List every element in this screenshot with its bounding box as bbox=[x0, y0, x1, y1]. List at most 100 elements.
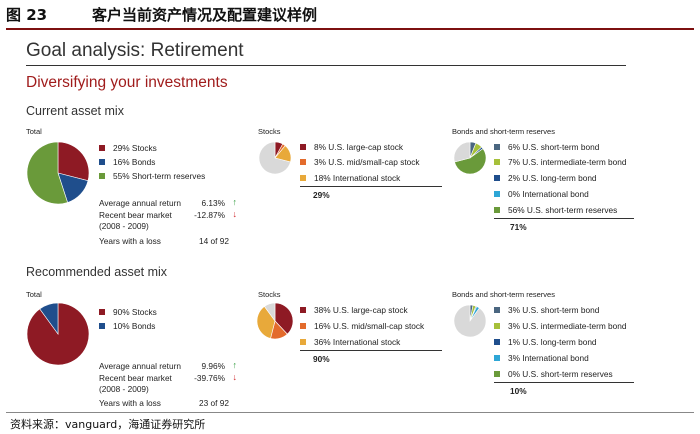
legend-item: 56% U.S. short-term reserves bbox=[494, 204, 617, 216]
legend-label: 29% Stocks bbox=[113, 143, 157, 153]
legend-label: 3% U.S. intermediate-term bond bbox=[508, 321, 627, 331]
stat-value: -12.87% bbox=[194, 210, 225, 220]
legend-label: 38% U.S. large-cap stock bbox=[314, 305, 408, 315]
stat-label: Recent bear market bbox=[99, 373, 172, 383]
legend-swatch bbox=[494, 371, 500, 377]
legend-item: 1% U.S. long-term bond bbox=[494, 336, 597, 348]
current-total-pie bbox=[26, 141, 90, 205]
legend-swatch bbox=[494, 355, 500, 361]
legend-swatch bbox=[494, 207, 500, 213]
legend-swatch bbox=[494, 323, 500, 329]
legend-swatch bbox=[300, 144, 306, 150]
legend-item: 8% U.S. large-cap stock bbox=[300, 141, 403, 153]
pie-slice-remainder bbox=[258, 141, 291, 175]
pie-slice-short-term-reserves bbox=[26, 141, 68, 205]
legend-item: 3% U.S. intermediate-term bond bbox=[494, 320, 627, 332]
legend-label: 55% Short-term reserves bbox=[113, 171, 206, 181]
legend-item: 3% U.S. mid/small-cap stock bbox=[300, 156, 420, 168]
stat-average-return: Average annual return 9.96% ↑ bbox=[99, 360, 239, 373]
current-stocks-label: Stocks bbox=[258, 127, 281, 136]
recommended-stocks-pie bbox=[256, 302, 294, 340]
arrow-up-icon: ↑ bbox=[232, 197, 238, 207]
title-rule bbox=[26, 65, 626, 66]
legend-item: 2% U.S. long-term bond bbox=[494, 172, 597, 184]
legend-swatch bbox=[494, 191, 500, 197]
legend-item: 6% U.S. short-term bond bbox=[494, 141, 599, 153]
main-title: Goal analysis: Retirement bbox=[26, 40, 244, 61]
total-rule bbox=[494, 218, 634, 219]
current-total-label: Total bbox=[26, 127, 42, 136]
legend-item: 3% U.S. short-term bond bbox=[494, 304, 599, 316]
pie-slice-u-s-short-term-reserves bbox=[454, 148, 487, 175]
legend-label: 1% U.S. long-term bond bbox=[508, 337, 597, 347]
legend-label: 3% U.S. mid/small-cap stock bbox=[314, 157, 420, 167]
legend-swatch bbox=[99, 145, 105, 151]
pie-slice-u-s-large-cap-stock bbox=[274, 302, 294, 335]
legend-item: 38% U.S. large-cap stock bbox=[300, 304, 408, 316]
recommended-section-title: Recommended asset mix bbox=[26, 265, 168, 279]
total-rule bbox=[300, 186, 442, 187]
stat-label-sub: (2008 - 2009) bbox=[99, 384, 149, 394]
recommended-total-pie bbox=[26, 302, 90, 366]
legend-label: 16% U.S. mid/small-cap stock bbox=[314, 321, 425, 331]
stat-value: 14 of 92 bbox=[199, 236, 229, 246]
recommended-bonds-label: Bonds and short-term reserves bbox=[452, 290, 555, 299]
current-bonds-label: Bonds and short-term reserves bbox=[452, 127, 555, 136]
legend-item: 0% U.S. short-term reserves bbox=[494, 368, 613, 380]
stocks-total-value: 29% bbox=[313, 190, 330, 200]
pie-slice-remainder bbox=[453, 141, 471, 163]
legend-item: 90% Stocks bbox=[99, 306, 157, 318]
recommended-total-label: Total bbox=[26, 290, 42, 299]
stat-bear-market: Recent bear market (2008 - 2009) -12.87%… bbox=[99, 209, 239, 234]
stat-label: Recent bear market bbox=[99, 210, 172, 220]
legend-item: 3% International bond bbox=[494, 352, 589, 364]
legend-swatch bbox=[494, 307, 500, 313]
bonds-total-value: 71% bbox=[510, 222, 527, 232]
stat-years-loss: Years with a loss 23 of 92 bbox=[99, 398, 239, 410]
figure-label: 图 23 bbox=[6, 6, 48, 24]
legend-item: 55% Short-term reserves bbox=[99, 170, 205, 182]
bonds-total-value: 10% bbox=[510, 386, 527, 396]
legend-swatch bbox=[494, 159, 500, 165]
legend-swatch bbox=[300, 175, 306, 181]
total-rule bbox=[300, 350, 442, 351]
legend-swatch bbox=[99, 309, 105, 315]
stat-bear-market: Recent bear market (2008 - 2009) -39.76%… bbox=[99, 372, 239, 397]
total-rule bbox=[494, 382, 634, 383]
pie-slice-remainder bbox=[453, 304, 487, 338]
pie-slice-stocks bbox=[57, 141, 90, 182]
legend-item: 16% U.S. mid/small-cap stock bbox=[300, 320, 424, 332]
source-note: 资料来源：vanguard，海通证券研究所 bbox=[10, 418, 206, 431]
pie-slice-remainder bbox=[264, 302, 276, 322]
figure-header bbox=[6, 4, 694, 30]
legend-swatch bbox=[494, 175, 500, 181]
recommended-bonds-pie bbox=[453, 304, 487, 338]
legend-label: 36% International stock bbox=[314, 337, 401, 347]
legend-swatch bbox=[494, 144, 500, 150]
stat-label: Average annual return bbox=[99, 198, 181, 208]
legend-label: 2% U.S. long-term bond bbox=[508, 173, 597, 183]
legend-label: 8% U.S. large-cap stock bbox=[314, 142, 403, 152]
stat-value: 9.96% bbox=[201, 361, 225, 371]
subtitle: Diversifying your investments bbox=[26, 74, 228, 91]
current-stocks-pie bbox=[258, 141, 292, 175]
arrow-down-icon: ↓ bbox=[232, 209, 238, 219]
stat-value: 6.13% bbox=[201, 198, 225, 208]
legend-item: 10% Bonds bbox=[99, 320, 155, 332]
stocks-total-value: 90% bbox=[313, 354, 330, 364]
legend-label: 56% U.S. short-term reserves bbox=[508, 205, 618, 215]
stat-value: -39.76% bbox=[194, 373, 225, 383]
legend-swatch bbox=[494, 339, 500, 345]
current-section-title: Current asset mix bbox=[26, 104, 124, 118]
legend-swatch bbox=[99, 159, 105, 165]
footer-rule bbox=[6, 412, 694, 413]
current-bonds-pie bbox=[453, 141, 487, 175]
legend-swatch bbox=[300, 307, 306, 313]
legend-item: 36% International stock bbox=[300, 336, 400, 348]
legend-label: 3% U.S. short-term bond bbox=[508, 305, 600, 315]
legend-label: 6% U.S. short-term bond bbox=[508, 142, 600, 152]
pie-slice-international-stock bbox=[256, 306, 276, 339]
legend-label: 0% International bond bbox=[508, 189, 589, 199]
figure-caption: 客户当前资产情况及配置建议样例 bbox=[92, 6, 318, 24]
legend-item: 7% U.S. intermediate-term bond bbox=[494, 156, 627, 168]
